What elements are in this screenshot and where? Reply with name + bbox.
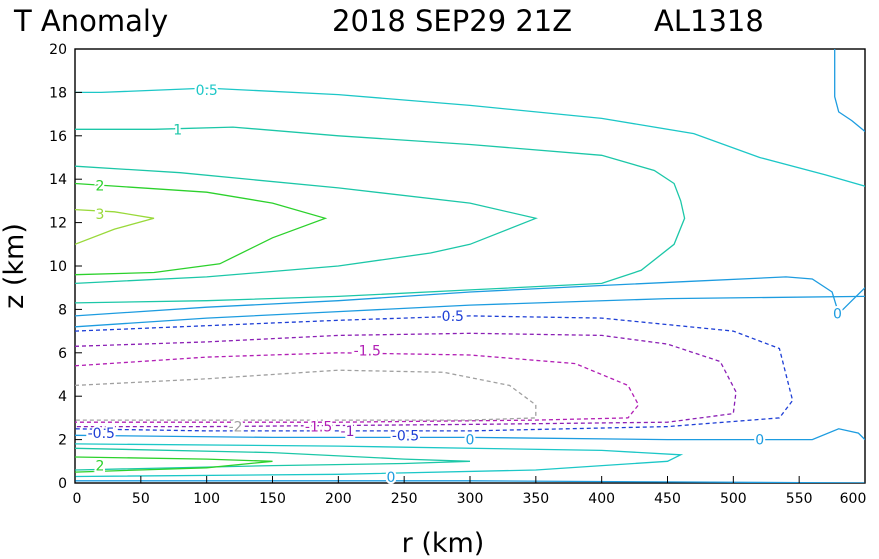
y-axis-ticks: 0 2 4 6 8 10 12 14 16 18 20	[49, 42, 82, 492]
y-tick-label-8: 16	[49, 129, 67, 145]
contour-line-5	[75, 276, 865, 317]
x-tick-label-1: 50	[132, 491, 150, 507]
x-tick-label-7: 350	[522, 491, 549, 507]
y-tick-label-5: 10	[49, 259, 67, 275]
contour-line-15	[75, 456, 273, 473]
contour-line-2	[75, 165, 538, 285]
x-tick-label-11: 550	[786, 491, 813, 507]
x-tick-label-5: 250	[391, 491, 418, 507]
contour-label-1: 1	[173, 122, 182, 138]
x-tick-label-0: 0	[73, 491, 82, 507]
contour-line-11	[75, 352, 640, 423]
x-tick-label-3: 150	[259, 491, 286, 507]
y-tick-label-9: 18	[49, 85, 67, 101]
contour-line-9	[75, 315, 794, 432]
x-tick-label-6: 300	[457, 491, 484, 507]
contour-label-15: 0	[387, 470, 396, 486]
contour-label-14: 2	[96, 459, 105, 475]
y-axis-label: z (km)	[0, 223, 30, 309]
contour-label-0: 0.5	[196, 83, 218, 99]
contour-label-12: 0	[466, 433, 475, 449]
y-tick-label-3: 6	[58, 346, 67, 362]
contour-label-9: -1	[341, 424, 355, 440]
contour-label-13: 0	[755, 433, 764, 449]
chart-datetime: 2018 SEP29 21Z	[332, 4, 572, 38]
y-tick-label-4: 8	[58, 302, 67, 318]
contour-label-3: 3	[96, 207, 105, 223]
contour-lines	[75, 49, 865, 483]
y-tick-label-2: 4	[58, 389, 67, 405]
x-tick-label-9: 450	[654, 491, 681, 507]
contour-label-5: -0.5	[437, 309, 464, 325]
contour-line-13	[75, 443, 684, 478]
contour-line-4	[75, 208, 155, 245]
contour-label-7: -2	[229, 420, 243, 436]
x-tick-label-12: 600	[840, 491, 867, 507]
y-tick-label-7: 14	[49, 172, 67, 188]
contour-line-10	[75, 332, 737, 428]
contour-line-7	[834, 49, 865, 133]
contour-labels: 0.5 1 2 3 0 -0.5 -1.5 -2 -1.5 -1 -0.5 -0.5 0 0 2 0	[86, 81, 844, 488]
contour-line-1	[75, 126, 686, 304]
contour-label-8: -1.5	[305, 420, 332, 436]
contour-label-6: -1.5	[354, 344, 381, 360]
chart-title: T Anomaly	[13, 4, 168, 38]
y-tick-label-0: 0	[58, 476, 67, 492]
contour-line-3	[75, 182, 328, 276]
x-tick-label-2: 100	[193, 491, 220, 507]
x-tick-label-10: 500	[720, 491, 747, 507]
x-tick-label-4: 200	[325, 491, 352, 507]
contour-label-11: -0.5	[88, 426, 115, 442]
contour-label-4: 0	[833, 307, 842, 323]
plot-frame	[74, 48, 866, 484]
contour-line-14	[75, 447, 471, 471]
chart-storm-id: AL1318	[654, 4, 764, 38]
contour-line-0	[75, 87, 865, 187]
contour-line-12	[75, 369, 537, 421]
x-axis-label: r (km)	[402, 528, 485, 559]
y-tick-label-6: 12	[49, 216, 67, 232]
y-tick-label-10: 20	[49, 42, 67, 58]
contour-label-10: -0.5	[392, 428, 419, 444]
y-tick-label-1: 2	[58, 433, 67, 449]
contour-label-2: 2	[96, 179, 105, 195]
contour-line-8	[75, 428, 865, 441]
x-tick-label-8: 400	[588, 491, 615, 507]
contour-line-6	[75, 295, 865, 328]
x-axis-ticks: 0 50 100 150 200 250 300 350 400 450 500 550 600	[73, 476, 867, 507]
